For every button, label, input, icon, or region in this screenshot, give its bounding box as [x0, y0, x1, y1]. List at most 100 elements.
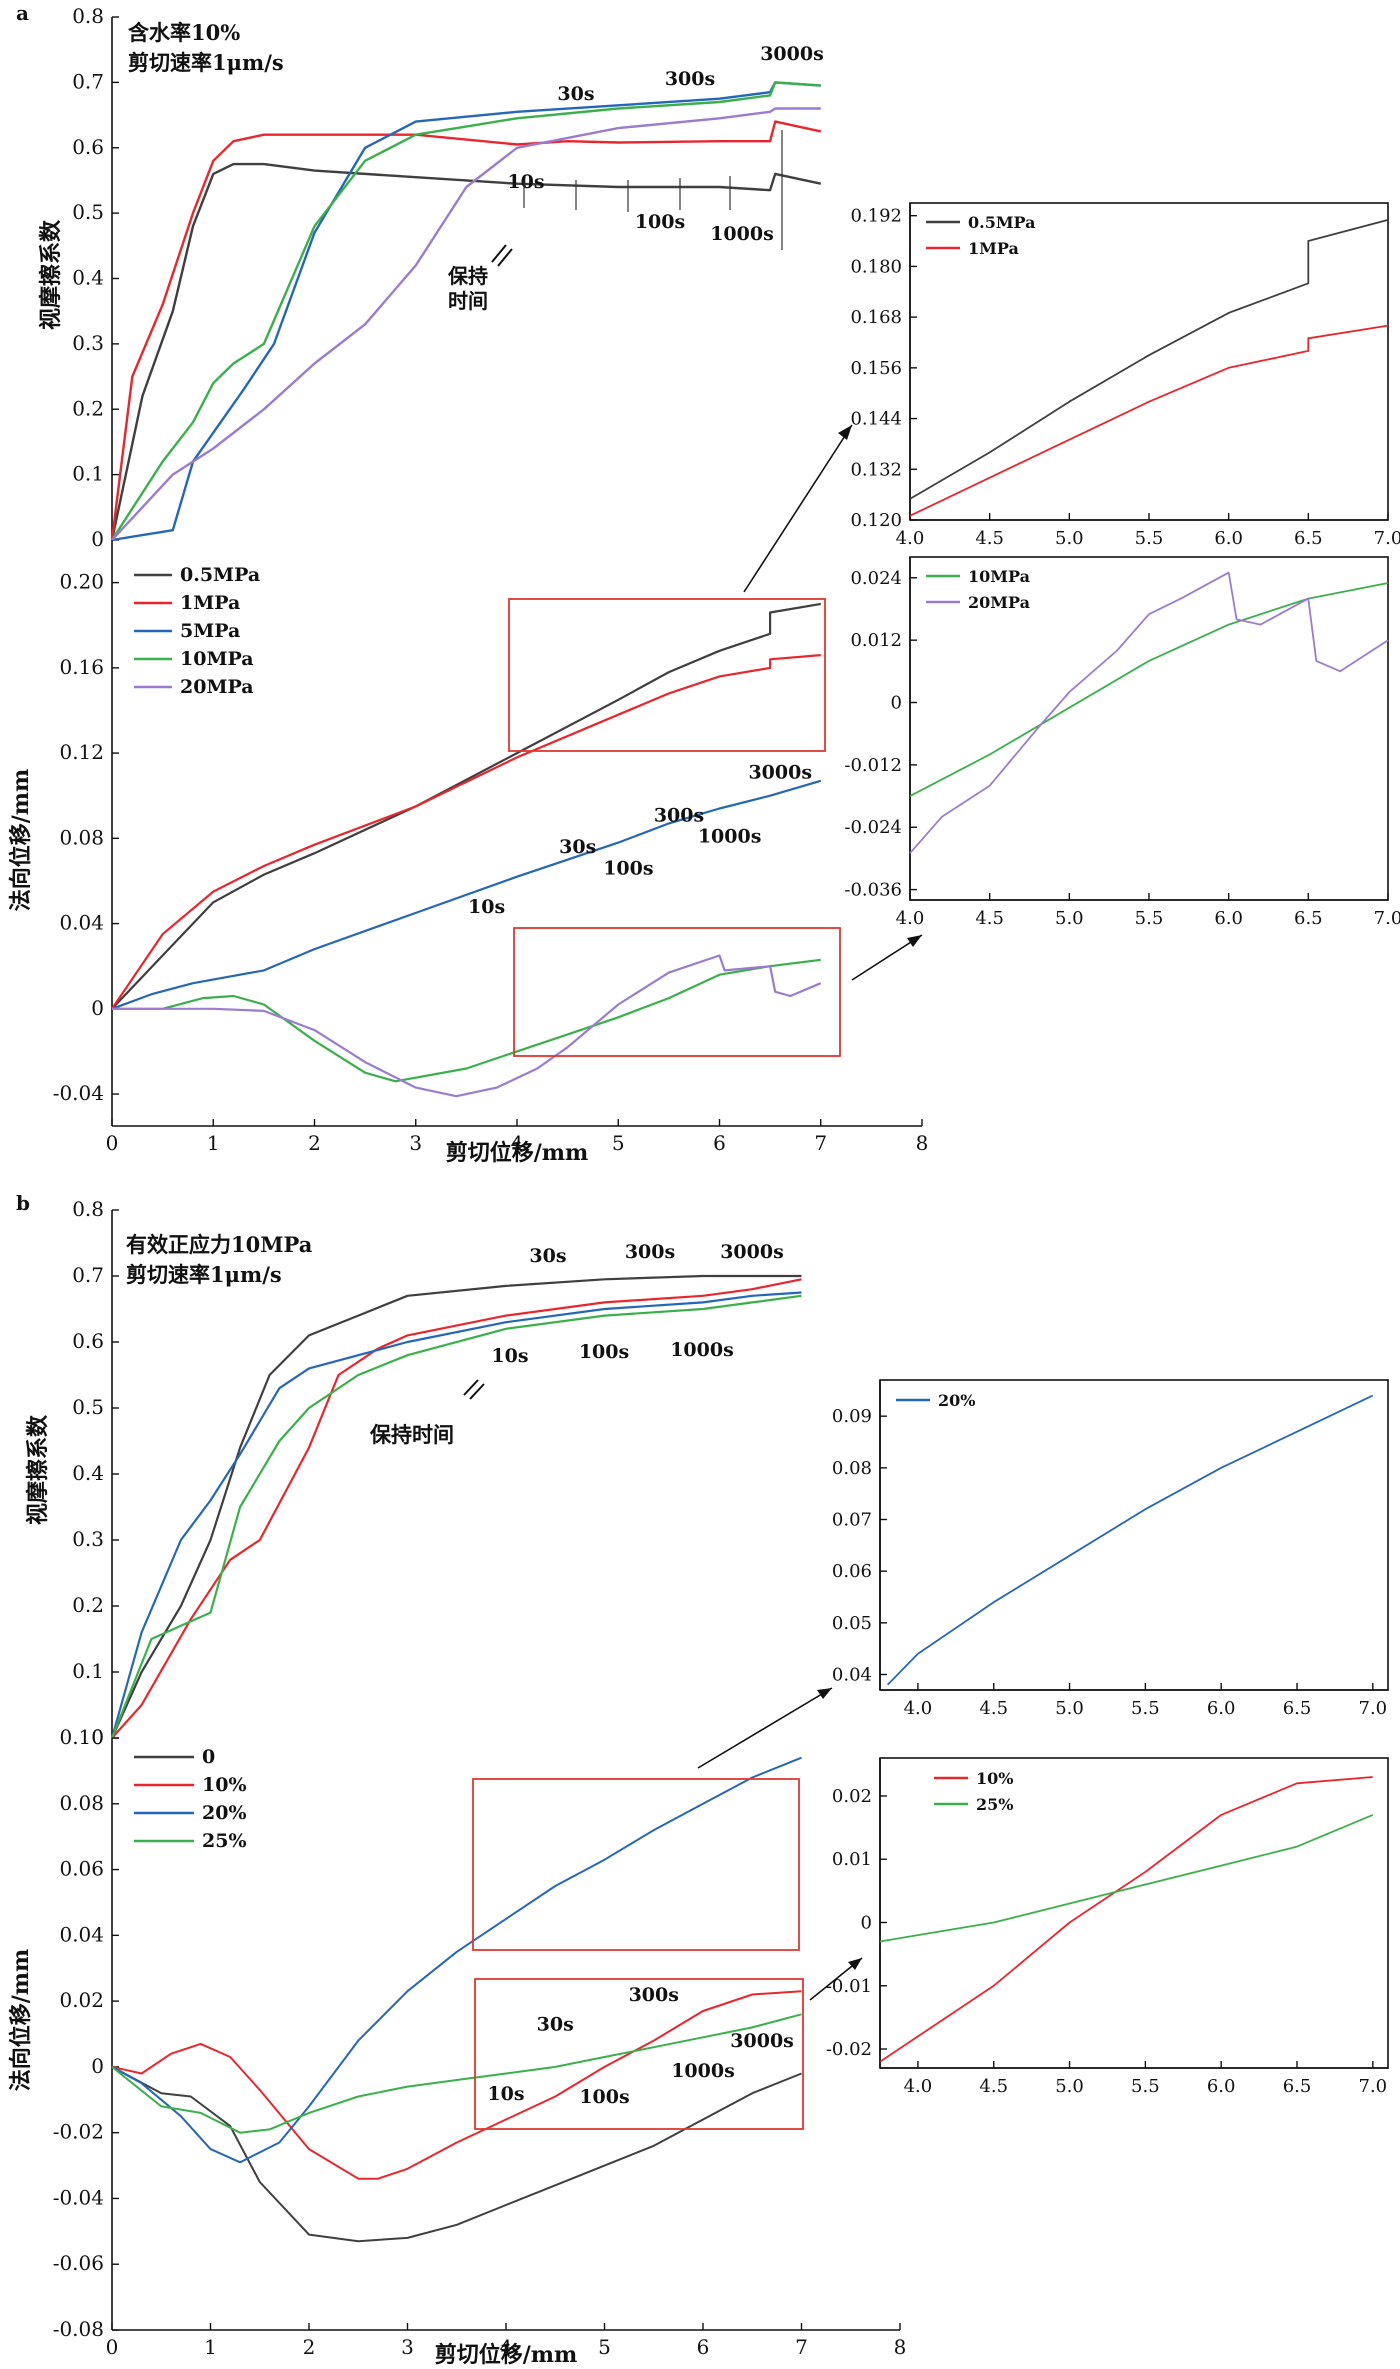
x-tick-label: 5.5 [1131, 1698, 1160, 1719]
x-tick-label: 4.5 [979, 2076, 1008, 2097]
hold-label: 保持 [447, 264, 488, 288]
y-tick-label: 0.09 [832, 1406, 872, 1427]
hold-time-label: 10s [491, 1345, 528, 1367]
x-tick-label: 6.0 [1207, 1698, 1236, 1719]
series-line-b-normal-10% [111, 1990, 802, 2180]
x-tick-label: 4.5 [975, 528, 1004, 549]
x-tick-label: 7.0 [1374, 528, 1400, 549]
zoom-box [474, 1978, 804, 2130]
hold-label: 时间 [448, 289, 488, 313]
y-tick-label: 0.3 [72, 331, 104, 355]
hold-time-label: 10s [468, 896, 505, 918]
x-tick-label: 6 [713, 1131, 726, 1155]
series-line-b-normal-20% [111, 1756, 802, 2164]
x-tick-label: 6.5 [1294, 528, 1323, 549]
legend-label: 5MPa [180, 620, 240, 642]
hold-time-label: 100s [579, 2086, 629, 2108]
chart-b-normal: -0.08 -0.06 -0.04 -0.02 0 0.02 0.04 0.06 0.08 0.1… [8, 1687, 907, 2368]
hold-time-label: 30s [559, 836, 596, 858]
y-tick-label: 0 [91, 996, 104, 1020]
hold-time-label: 100s [603, 858, 653, 880]
x-tick-label: 4.0 [904, 2076, 933, 2097]
hold-time-label: 10s [487, 2083, 524, 2105]
y-tick-label: 0.07 [832, 1510, 872, 1531]
series-line-a-normal-0.5MPa [111, 602, 821, 1010]
y-tick-label: -0.024 [844, 817, 902, 838]
y-axis-label: 视摩擦系数 [38, 219, 64, 330]
chart-a-inset-2: -0.036 -0.024 -0.012 0 0.012 0.024 4.0 4.5 5.0 5.… [844, 556, 1400, 929]
x-tick-label: 6 [697, 2335, 710, 2359]
y-tick-label: 0.05 [832, 1613, 872, 1634]
series-line-a-friction-1MPa [110, 120, 822, 541]
legend-label: 1MPa [968, 239, 1019, 258]
y-tick-label: 0.08 [59, 825, 104, 849]
y-tick-label: 0.5 [72, 200, 104, 224]
y-tick-label: 0.4 [72, 1461, 104, 1485]
hold-time-label: 100s [579, 1341, 629, 1363]
x-axis-label: 剪切位移/mm [435, 2342, 578, 2368]
y-tick-label: 0.3 [72, 1527, 104, 1551]
series-line-b-friction-25% [110, 1294, 802, 1739]
x-tick-label: 6.0 [1214, 528, 1243, 549]
series-line-a-normal-5MPa [111, 779, 822, 1010]
zoom-arrow [743, 424, 853, 593]
x-tick-label: 7.0 [1359, 1698, 1388, 1719]
series-line-b-inset-2-10% [879, 1776, 1373, 2063]
y-tick-label: 0 [91, 2054, 104, 2078]
series-line-a-friction-5MPa [111, 81, 821, 542]
panel-label: a [16, 1, 29, 25]
series-line-a-normal-20MPa [112, 954, 822, 1098]
hold-time-label: 1000s [671, 2060, 735, 2082]
legend-label: 0 [202, 1746, 215, 1768]
hold-time-label: 300s [629, 1984, 679, 2006]
annotation: 剪切速率1μm/s [128, 50, 284, 75]
x-tick-label: 6.5 [1294, 908, 1323, 929]
legend-label: 20MPa [968, 593, 1030, 612]
x-tick-label: 0 [106, 2335, 119, 2359]
hold-time-label: 300s [665, 68, 715, 90]
hold-time-label: 3000s [730, 2030, 794, 2052]
y-axis-label: 法向位移/mm [8, 769, 34, 912]
y-tick-label: 0.10 [59, 1725, 104, 1749]
y-tick-label: -0.04 [53, 2185, 104, 2209]
panel-a: a 0 0.1 0.2 0.3 0.4 0.5 0.6 0.7 0.8 含水率10% 剪切速率1μm/… [8, 1, 1400, 1166]
x-tick-label: 7 [814, 1131, 827, 1155]
hold-time-label: 1000s [670, 1339, 734, 1361]
x-tick-label: 7 [795, 2335, 808, 2359]
annotation: 含水率10% [128, 20, 240, 45]
y-tick-label: 0.5 [72, 1395, 104, 1419]
x-tick-label: 8 [894, 2335, 907, 2359]
y-tick-label: -0.02 [826, 2039, 872, 2060]
series-line-a-friction-10MPa [110, 81, 821, 541]
series-line-a-normal-10MPa [112, 958, 821, 1083]
x-tick-label: 5.5 [1131, 2076, 1160, 2097]
y-tick-label: 0.20 [59, 570, 104, 594]
panel-b: b 0 0.1 0.2 0.3 0.4 0.5 0.6 0.7 0.8 有效正应力10MPa 剪切速率… [8, 1191, 1389, 2368]
x-tick-label: 4.0 [896, 528, 925, 549]
y-tick-label: 0.156 [850, 358, 902, 379]
x-tick-label: 1 [204, 2335, 217, 2359]
x-tick-label: 4.5 [975, 908, 1004, 929]
series-line-b-normal-0 [111, 2066, 802, 2243]
y-tick-label: -0.06 [53, 2251, 104, 2275]
hold-time-label: 300s [654, 804, 704, 826]
y-tick-label: 0.16 [59, 655, 104, 679]
chart-a-friction: 0 0.1 0.2 0.3 0.4 0.5 0.6 0.7 0.8 含水率10% 剪切速率1μm/s… [38, 4, 824, 551]
series-line-a-friction-0.5MPa [110, 162, 822, 541]
x-tick-label: 2 [303, 2335, 316, 2359]
y-tick-label: -0.02 [53, 2120, 104, 2144]
legend-label: 25% [202, 1830, 247, 1852]
break-mark [497, 248, 513, 267]
y-tick-label: 0.04 [832, 1665, 872, 1686]
legend-label: 0.5MPa [180, 564, 260, 586]
y-tick-label: 0 [861, 1912, 872, 1933]
hold-time-label: 10s [507, 171, 544, 193]
hold-time-label: 30s [537, 2014, 574, 2036]
legend-label: 10MPa [180, 648, 254, 670]
series-line-b-normal-25% [111, 2013, 802, 2134]
x-tick-label: 1 [207, 1131, 220, 1155]
hold-time-label: 30s [557, 83, 594, 105]
legend-label: 25% [976, 1795, 1013, 1814]
y-tick-label: 0.7 [72, 1263, 104, 1287]
legend-label: 20% [938, 1391, 975, 1410]
